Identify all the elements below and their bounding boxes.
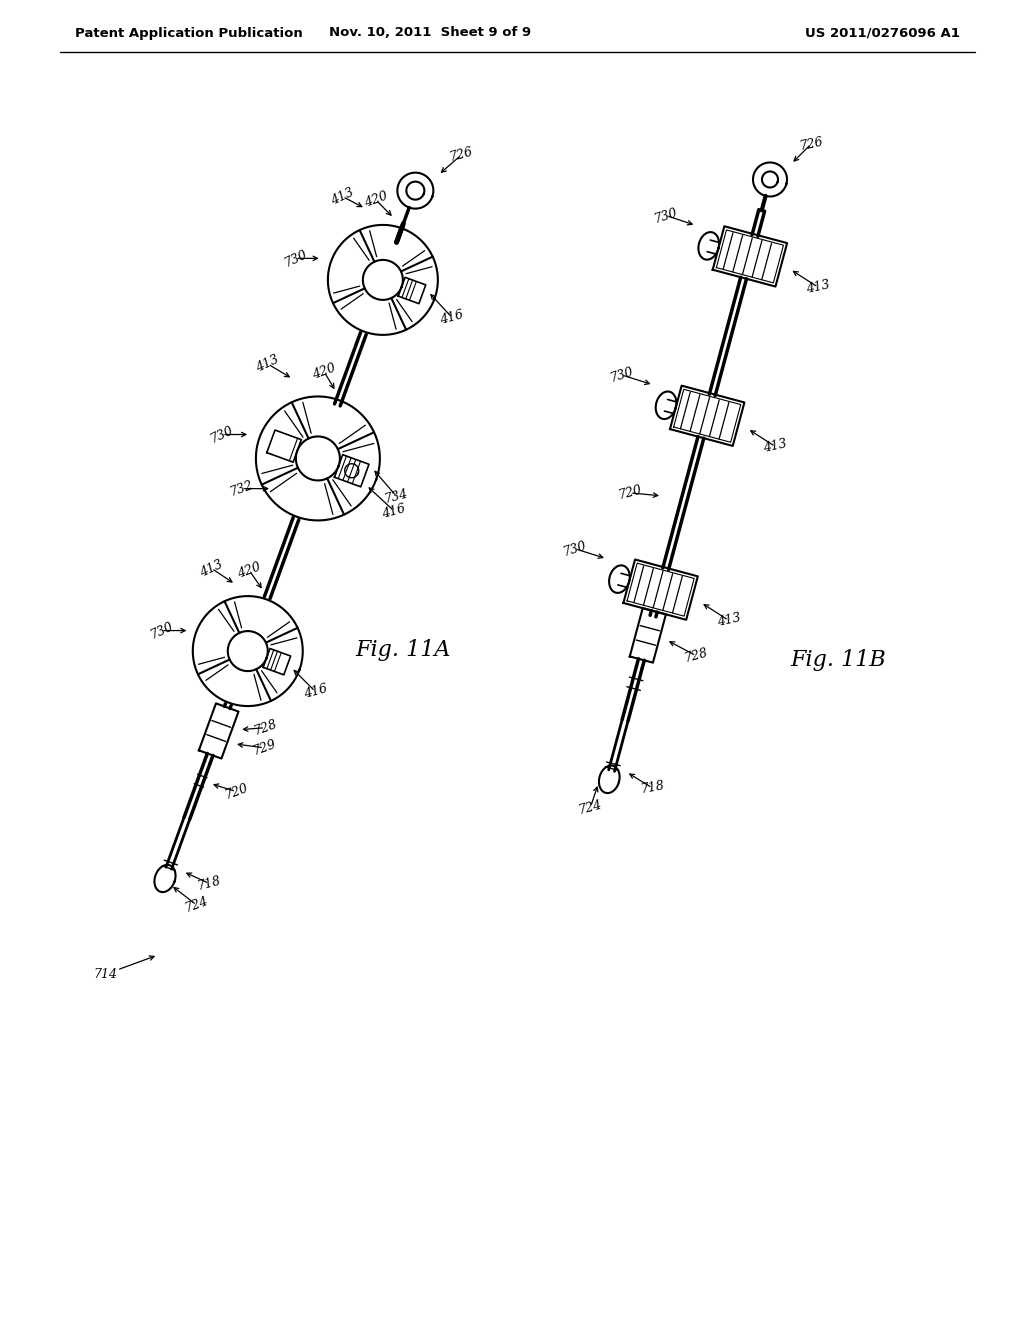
Text: 416: 416 <box>438 308 465 327</box>
Text: 732: 732 <box>228 478 255 499</box>
Text: 730: 730 <box>209 424 236 445</box>
Text: 730: 730 <box>561 539 588 558</box>
Text: 420: 420 <box>237 561 263 581</box>
Text: US 2011/0276096 A1: US 2011/0276096 A1 <box>805 26 961 40</box>
Text: 724: 724 <box>578 797 604 817</box>
Text: 730: 730 <box>608 366 635 385</box>
Text: 730: 730 <box>282 247 309 269</box>
Text: 724: 724 <box>183 895 210 915</box>
Text: 416: 416 <box>381 502 408 520</box>
Text: 720: 720 <box>222 781 250 801</box>
Text: 734: 734 <box>383 487 410 506</box>
Text: 718: 718 <box>639 779 666 796</box>
Text: 730: 730 <box>147 619 175 642</box>
Text: 413: 413 <box>329 186 356 207</box>
Text: 420: 420 <box>310 362 338 381</box>
Text: 413: 413 <box>198 557 225 579</box>
Text: 718: 718 <box>196 874 222 892</box>
Text: 714: 714 <box>93 969 117 982</box>
Text: 729: 729 <box>251 738 278 758</box>
Text: 726: 726 <box>798 135 824 153</box>
Text: 728: 728 <box>683 647 710 665</box>
Text: 720: 720 <box>616 483 643 503</box>
Text: Fig. 11A: Fig. 11A <box>355 639 451 661</box>
Text: 420: 420 <box>362 190 389 210</box>
Text: 416: 416 <box>302 682 329 701</box>
Text: Nov. 10, 2011  Sheet 9 of 9: Nov. 10, 2011 Sheet 9 of 9 <box>329 26 531 40</box>
Text: 726: 726 <box>449 145 474 165</box>
Text: 413: 413 <box>254 352 282 375</box>
Text: 413: 413 <box>762 438 788 455</box>
Text: 730: 730 <box>652 206 680 226</box>
Text: 413: 413 <box>805 279 831 296</box>
Text: Fig. 11B: Fig. 11B <box>790 649 886 671</box>
Text: 728: 728 <box>252 718 279 738</box>
Text: Patent Application Publication: Patent Application Publication <box>75 26 303 40</box>
Text: 413: 413 <box>716 611 741 630</box>
